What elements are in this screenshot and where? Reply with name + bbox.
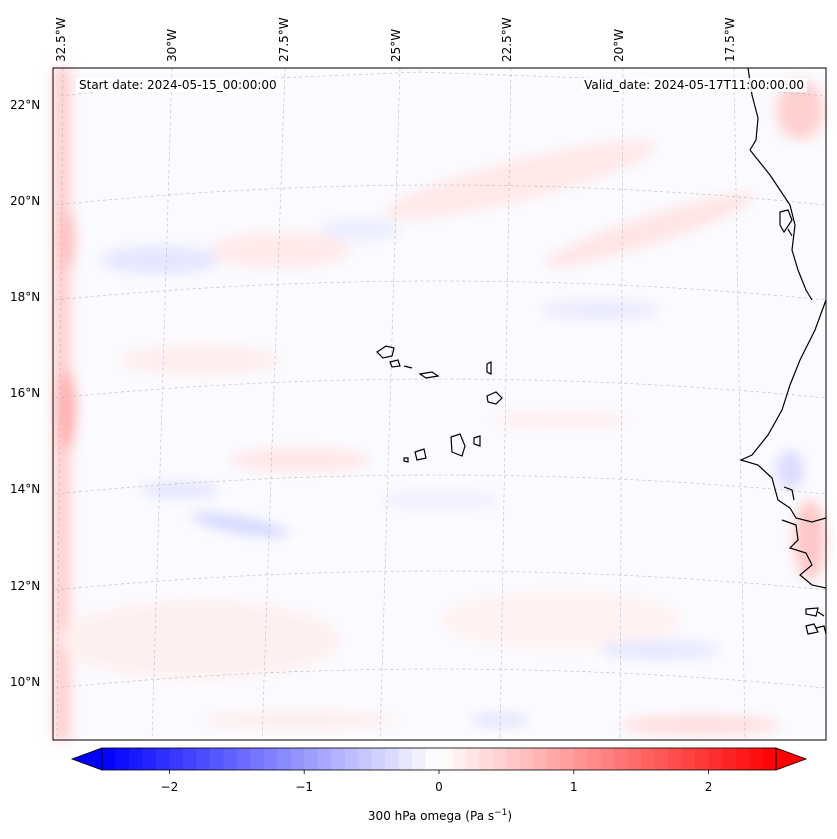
colorbar-tick-label: −1 — [295, 780, 314, 794]
lat-label-14n: 14°N — [10, 482, 41, 496]
colorbar-segment — [182, 748, 197, 770]
colorbar-segment — [492, 748, 507, 770]
colorbar-segment — [735, 748, 750, 770]
colorbar-segment — [102, 748, 116, 770]
colorbar-segment — [412, 748, 426, 770]
colorbar-segment — [452, 748, 467, 770]
colorbar-segment — [695, 748, 709, 770]
colorbar-segment — [209, 748, 224, 770]
omega-field — [53, 68, 826, 740]
start-date-label: Start date: 2024-05-15_00:00:00 — [76, 78, 280, 92]
colorbar-segment — [641, 748, 656, 770]
valid-date-label: Valid_date: 2024-05-17T11:00:00.00 — [581, 78, 807, 92]
colorbar-segment — [708, 748, 723, 770]
colorbar-segment — [196, 748, 211, 770]
lat-label-12n: 12°N — [10, 579, 41, 593]
colorbar-segment — [155, 748, 170, 770]
graticule — [54, 67, 827, 741]
colorbar-segment — [722, 748, 736, 770]
colorbar-segment — [668, 748, 683, 770]
colorbar-segment — [371, 748, 386, 770]
colorbar-segment — [277, 748, 292, 770]
colorbar-segment — [344, 748, 359, 770]
lat-label-18n: 18°N — [10, 290, 41, 304]
colorbar-segment — [236, 748, 251, 770]
colorbar-label: 300 hPa omega (Pa s−1) — [367, 808, 513, 823]
cape-verde-islands — [376, 345, 503, 463]
colorbar-segment — [573, 748, 588, 770]
colorbar-segment — [749, 748, 763, 770]
colorbar-segment — [331, 748, 346, 770]
colorbar-tick-label: −2 — [160, 780, 179, 794]
colorbar-tick-label: 2 — [704, 780, 713, 794]
colorbar-segment — [128, 748, 143, 770]
colorbar-segment — [465, 748, 480, 770]
colorbar-segment — [142, 748, 157, 770]
colorbar-segment — [519, 748, 534, 770]
lat-label-16n: 16°N — [10, 386, 41, 400]
colorbar-segment — [425, 748, 440, 770]
colorbar-segment — [533, 748, 548, 770]
colorbar-segment — [223, 748, 238, 770]
colorbar-segment — [479, 748, 494, 770]
colorbar-tick-label: 1 — [569, 780, 578, 794]
colorbar-tick-label: 0 — [435, 780, 443, 794]
colorbar-segment — [398, 748, 413, 770]
colorbar-segment — [681, 748, 696, 770]
colorbar-segment — [614, 748, 629, 770]
colorbar-segment — [762, 748, 777, 770]
colorbar-extend-high — [775, 747, 808, 771]
colorbar-segment — [290, 748, 305, 770]
colorbar-segment — [587, 748, 602, 770]
colorbar-segment — [250, 748, 265, 770]
colorbar-segment — [317, 748, 332, 770]
colorbar-segment — [546, 748, 561, 770]
lat-label-10n: 10°N — [10, 675, 41, 689]
map-frame — [52, 67, 827, 741]
colorbar-segment — [560, 748, 575, 770]
colorbar-extend-low — [70, 747, 103, 771]
colorbar-segment — [506, 748, 521, 770]
colorbar-segment — [654, 748, 669, 770]
colorbar-segment — [115, 748, 130, 770]
colorbar — [70, 747, 808, 774]
colorbar-segment — [263, 748, 278, 770]
colorbar-segment — [385, 748, 399, 770]
lat-label-20n: 20°N — [10, 194, 41, 208]
colorbar-segment — [439, 748, 453, 770]
lat-label-22n: 22°N — [10, 98, 41, 112]
colorbar-segment — [169, 748, 184, 770]
colorbar-segment — [358, 748, 372, 770]
colorbar-segment — [627, 748, 642, 770]
colorbar-segment — [600, 748, 615, 770]
colorbar-segment — [304, 748, 319, 770]
